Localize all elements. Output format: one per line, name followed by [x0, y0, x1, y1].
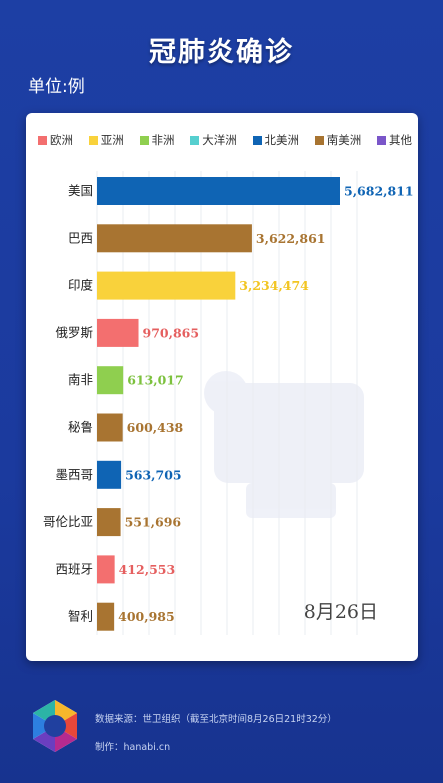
- legend-swatch: [190, 135, 200, 145]
- value-label: 5,682,811: [344, 184, 414, 199]
- legend-swatch: [377, 135, 386, 145]
- date-label: 8月26日: [303, 601, 378, 623]
- bar[interactable]: [97, 508, 121, 537]
- legend-label: 北美洲: [264, 133, 300, 147]
- chart-bars: 美国 5,682,811 巴西 3,622,861 印度 3,234,474 俄罗斯 970,…: [43, 177, 414, 631]
- legend-label: 其他: [389, 133, 412, 147]
- unit-label: 单位:例: [28, 77, 85, 97]
- category-label: 美国: [68, 183, 93, 198]
- category-label: 西班牙: [55, 561, 93, 576]
- category-label: 智利: [68, 609, 93, 624]
- page-title: 冠肺炎确诊: [149, 37, 294, 68]
- category-label: 俄罗斯: [55, 325, 93, 340]
- chart-card: 欧洲 亚洲 非洲 大洋洲 北美洲 南美洲 其他 美国 5,682,811 巴西 3,6…: [26, 113, 418, 661]
- legend-label: 非洲: [151, 133, 175, 147]
- legend-item-south-america[interactable]: 南美洲: [314, 132, 362, 148]
- legend-item-africa[interactable]: 非洲: [139, 132, 175, 148]
- category-label: 巴西: [68, 230, 93, 245]
- value-label: 600,438: [127, 420, 184, 435]
- category-label: 墨西哥: [55, 467, 93, 482]
- category-label: 哥伦比亚: [43, 514, 93, 529]
- legend-label: 欧洲: [50, 133, 73, 147]
- value-label: 613,017: [127, 373, 184, 388]
- bar[interactable]: [97, 555, 115, 584]
- legend-swatch: [252, 135, 262, 145]
- bar[interactable]: [97, 366, 124, 395]
- legend-label: 大洋洲: [202, 133, 237, 147]
- legend-swatch: [88, 135, 98, 145]
- value-label: 970,865: [143, 325, 200, 340]
- bar[interactable]: [97, 318, 139, 347]
- logo-icon: [33, 700, 77, 752]
- bar[interactable]: [97, 224, 252, 253]
- bar[interactable]: [97, 460, 122, 489]
- bar[interactable]: [97, 602, 115, 631]
- category-label: 南非: [68, 372, 93, 387]
- legend-item-other[interactable]: 其他: [377, 132, 412, 148]
- category-label: 印度: [68, 278, 94, 293]
- bar[interactable]: [97, 177, 340, 205]
- legend-item-asia[interactable]: 亚洲: [88, 132, 124, 148]
- value-label: 563,705: [125, 467, 182, 482]
- value-label: 412,553: [119, 562, 176, 577]
- category-label: 秘鲁: [68, 420, 93, 435]
- legend-label: 亚洲: [100, 133, 124, 147]
- value-label: 551,696: [125, 515, 182, 530]
- value-label: 3,234,474: [239, 278, 309, 293]
- legend-item-north-america[interactable]: 北美洲: [252, 132, 300, 148]
- legend-item-oceania[interactable]: 大洋洲: [190, 132, 237, 148]
- watermark-icon: [204, 371, 364, 518]
- bar-chart: 美国 5,682,811 巴西 3,622,861 印度 3,234,474 俄罗斯 970,…: [43, 171, 414, 635]
- legend-swatch: [314, 135, 324, 145]
- value-label: 3,622,861: [256, 231, 326, 246]
- bar[interactable]: [97, 413, 123, 442]
- legend: 欧洲 亚洲 非洲 大洋洲 北美洲 南美洲 其他: [38, 132, 412, 148]
- credit-text: 制作：hanabi.cn: [95, 742, 171, 753]
- legend-swatch: [38, 135, 47, 145]
- source-text: 数据来源：世卫组织（截至北京时间8月26日21时32分）: [95, 714, 337, 725]
- legend-swatch: [139, 135, 149, 145]
- legend-label: 南美洲: [326, 133, 362, 147]
- bar[interactable]: [97, 271, 236, 300]
- legend-item-europe[interactable]: 欧洲: [38, 132, 73, 148]
- value-label: 400,985: [118, 609, 175, 624]
